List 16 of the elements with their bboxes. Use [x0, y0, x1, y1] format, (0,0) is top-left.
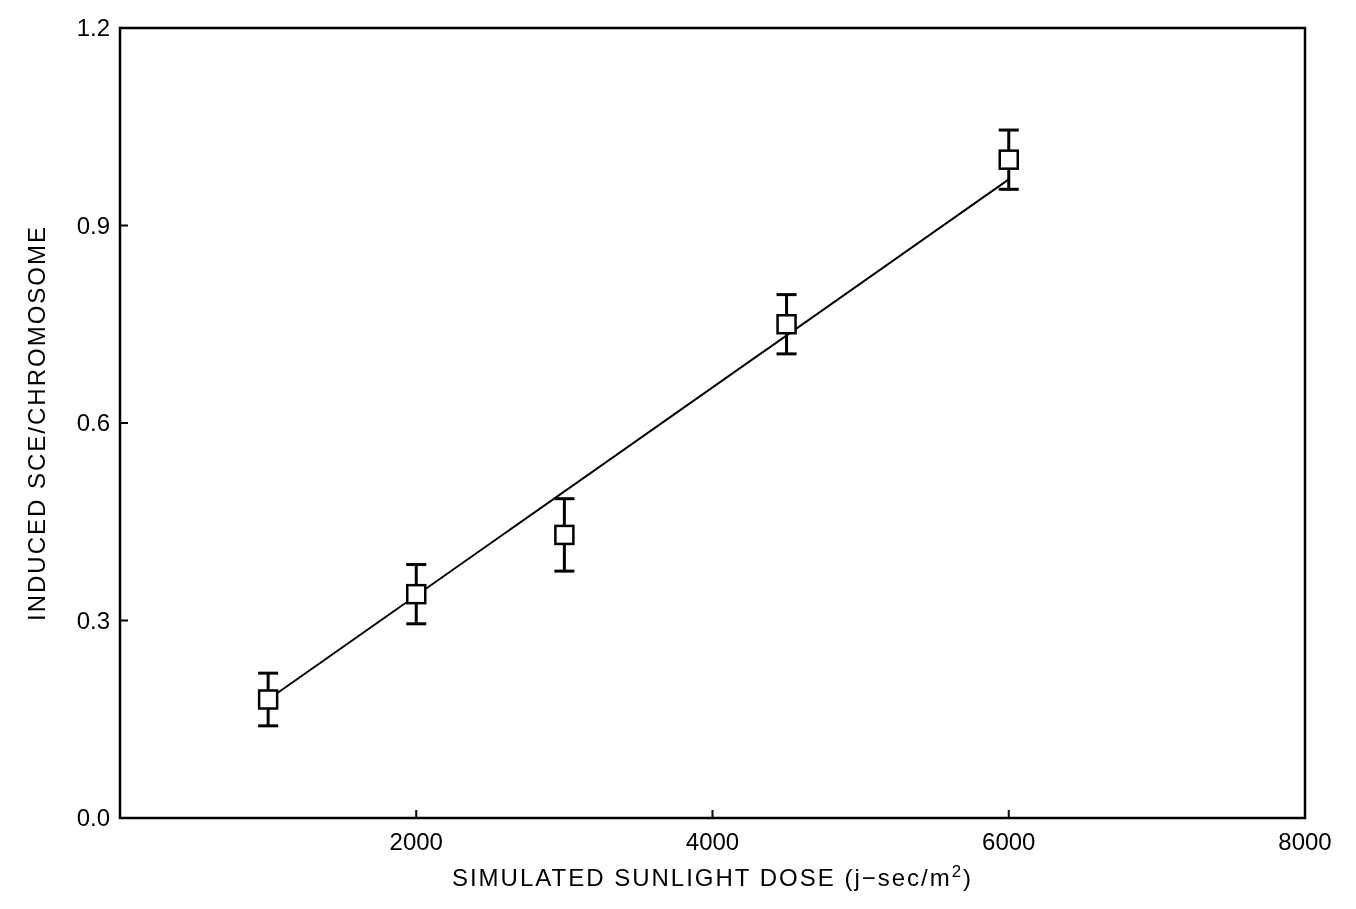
x-tick-label: 2000 [389, 828, 443, 855]
point [776, 314, 797, 335]
x-axis-title: SIMULATED SUNLIGHT DOSE (j−sec/m$^{2}$) [451, 861, 974, 891]
y-tick-label: 0.6 [76, 409, 110, 436]
text: 0.0 [76, 804, 110, 831]
point [554, 524, 575, 546]
point [257, 689, 279, 710]
x-tick-label: 6000 [982, 828, 1036, 855]
x-tick-label: 8000 [1278, 828, 1332, 855]
x-tick-label: 4000 [685, 828, 740, 855]
y-tick-label: 0.3 [76, 606, 110, 634]
y-tick-label: 0.9 [76, 211, 110, 239]
point [406, 583, 427, 605]
y-axis-title: INDUCED SCE/CHROMOSOME [23, 224, 50, 622]
y-tick-label: 1.2 [76, 14, 110, 41]
point [998, 149, 1019, 170]
